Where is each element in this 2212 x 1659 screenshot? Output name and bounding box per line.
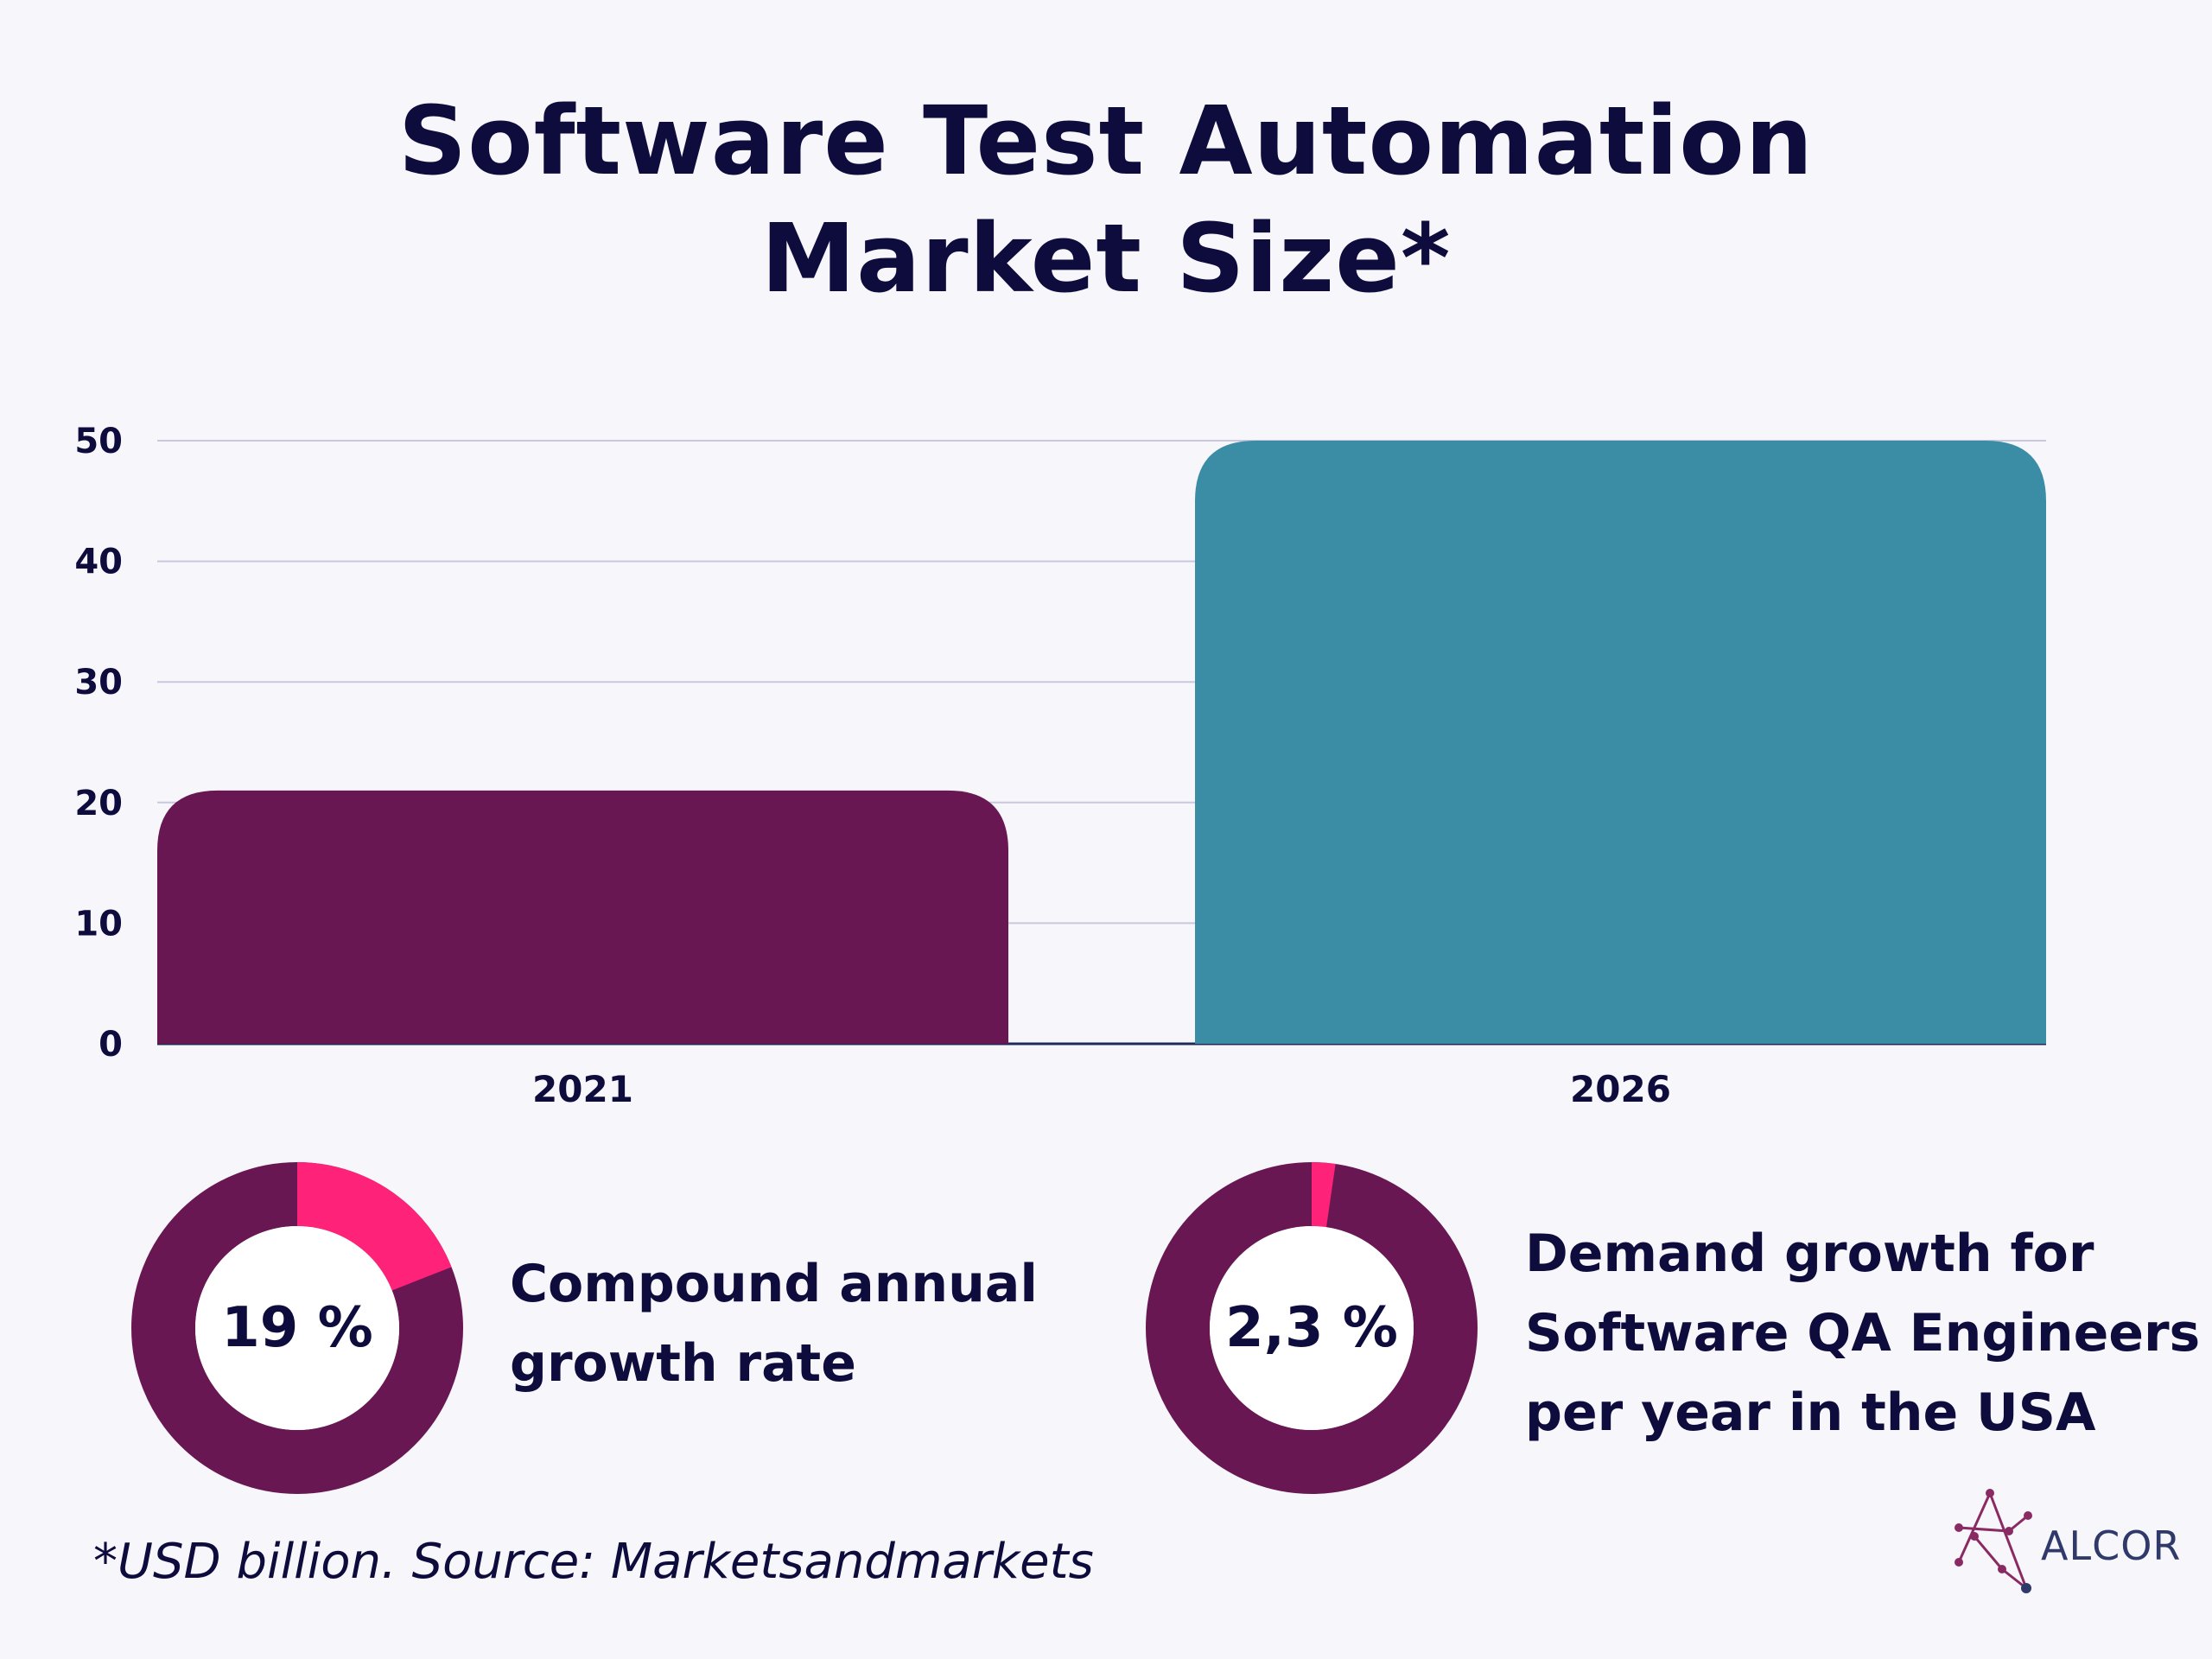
alcor-constellation-icon — [1955, 1489, 2032, 1593]
cagr-percentage: 19 % — [221, 1296, 373, 1360]
x-tick-label: 2021 — [532, 1068, 633, 1110]
qa-demand-caption-line-3: per year in the USA — [1525, 1382, 2096, 1443]
qa-demand-caption: Demand growth for Software QA Engineers … — [1525, 1214, 2200, 1452]
logo-text: ALCOR — [2041, 1522, 2182, 1569]
bar-2026 — [1195, 441, 2046, 1044]
y-tick-label: 30 — [74, 663, 123, 702]
title-line-1: Software Test Automation — [397, 86, 1815, 196]
qa-demand-donut: 2,3 % — [1144, 1160, 1479, 1496]
qa-demand-donut-ring — [1146, 1162, 1478, 1494]
cagr-caption-line-1: Compound annual — [510, 1254, 1038, 1314]
y-tick-label: 50 — [74, 422, 123, 461]
cagr-caption: Compound annual growth rate — [510, 1244, 1038, 1403]
cagr-caption-line-2: growth rate — [510, 1333, 856, 1394]
qa-demand-caption-line-2: Software QA Engineers — [1525, 1303, 2201, 1363]
cagr-donut: 19 % — [130, 1160, 465, 1496]
y-tick-label: 20 — [74, 784, 123, 823]
y-tick-label: 40 — [74, 543, 123, 582]
donut-hole — [1210, 1226, 1414, 1430]
qa-demand-caption-line-1: Demand growth for — [1525, 1224, 2094, 1284]
y-tick-label: 10 — [74, 904, 123, 944]
donut-hole — [195, 1226, 399, 1430]
cagr-donut-ring — [131, 1162, 463, 1494]
donut-accent-slice — [297, 1162, 452, 1291]
bar-2021 — [157, 790, 1008, 1044]
donut-accent-slice — [1312, 1162, 1336, 1228]
chart-title: Software Test Automation Market Size* — [0, 82, 2212, 317]
qa-demand-percentage: 2,3 % — [1225, 1296, 1398, 1360]
x-tick-label: 2026 — [1570, 1068, 1671, 1110]
bar-chart: 0 10 20 30 40 50 2021 2026 — [74, 422, 2046, 1110]
y-tick-label: 0 — [99, 1025, 123, 1065]
footnote: *USD billion. Source: Marketsandmarkets — [93, 1534, 1094, 1590]
alcor-logo: ALCOR — [1948, 1486, 2180, 1607]
title-line-2: Market Size* — [760, 203, 1452, 314]
